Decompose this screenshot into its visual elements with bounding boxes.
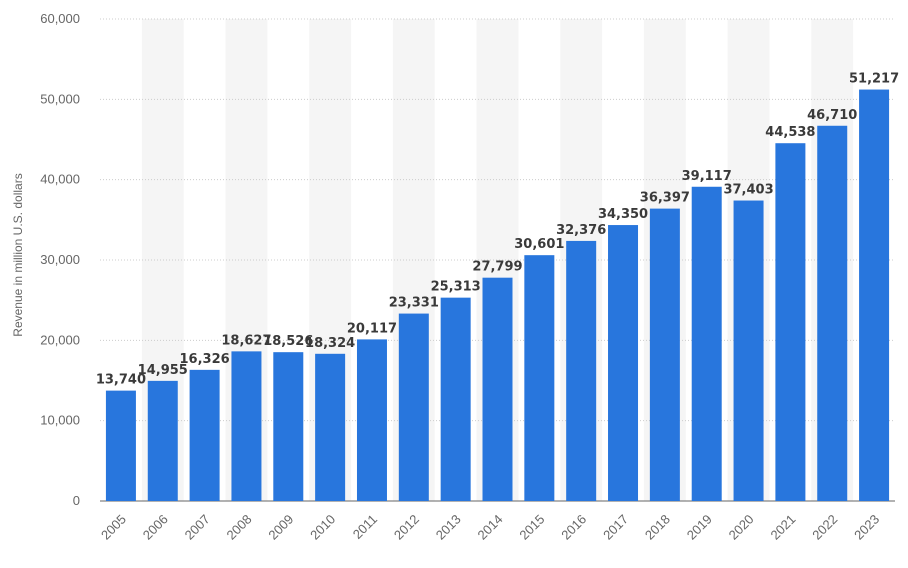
y-tick-label: 10,000 [40, 413, 80, 428]
x-tick-label: 2015 [516, 512, 547, 543]
data-label: 46,710 [807, 108, 857, 123]
y-tick-label: 20,000 [40, 332, 80, 347]
bar [189, 369, 220, 501]
bar [608, 225, 639, 501]
bar [315, 353, 346, 501]
bar [775, 143, 806, 501]
x-tick-label: 2007 [182, 512, 213, 543]
y-tick-label: 50,000 [40, 91, 80, 106]
y-axis-ticks: 0 10,000 20,000 30,000 40,000 50,000 60,000 [40, 11, 80, 508]
x-tick-label: 2006 [140, 512, 171, 543]
data-label: 16,326 [180, 352, 230, 367]
y-tick-label: 40,000 [40, 172, 80, 187]
bar [356, 339, 387, 501]
bar [524, 255, 555, 501]
bar [231, 351, 262, 501]
x-tick-label: 2005 [98, 512, 129, 543]
x-axis-ticks: 2005 2006 2007 2008 2009 2010 2011 2012 2013 2014… [98, 512, 882, 543]
data-label: 36,397 [640, 191, 690, 206]
bar [440, 297, 471, 501]
x-tick-label: 2019 [684, 512, 715, 543]
data-label: 37,403 [723, 183, 773, 198]
data-label: 18,627 [221, 333, 271, 348]
bar [147, 380, 178, 501]
y-tick-label: 60,000 [40, 11, 80, 26]
bars [105, 89, 890, 502]
bar [398, 313, 429, 501]
bar [566, 240, 597, 502]
data-label: 23,331 [389, 296, 439, 311]
x-tick-label: 2009 [265, 512, 296, 543]
data-label: 34,350 [598, 207, 648, 222]
data-label: 13,740 [96, 373, 146, 388]
y-tick-label: 30,000 [40, 252, 80, 267]
x-tick-label: 2012 [391, 512, 422, 543]
x-tick-label: 2023 [851, 512, 882, 543]
bar [691, 186, 722, 501]
data-label: 51,217 [849, 72, 899, 87]
y-tick-label: 0 [73, 493, 80, 508]
y-axis-label: Revenue in million U.S. dollars [11, 173, 25, 336]
bar [733, 200, 764, 501]
x-tick-label: 2020 [726, 512, 757, 543]
bar [649, 208, 680, 501]
data-label: 14,955 [138, 363, 188, 378]
data-label: 32,376 [556, 223, 606, 238]
bar [273, 352, 304, 501]
x-tick-label: 2016 [558, 512, 589, 543]
data-label: 25,313 [431, 280, 481, 295]
bar [817, 125, 848, 501]
bar [482, 277, 513, 501]
data-label: 18,324 [305, 336, 355, 351]
data-label: 20,117 [347, 321, 397, 336]
data-label: 44,538 [765, 125, 815, 140]
x-tick-label: 2014 [475, 512, 506, 543]
bar [859, 89, 890, 502]
x-tick-label: 2022 [809, 512, 840, 543]
data-label: 39,117 [682, 169, 732, 184]
x-tick-label: 2010 [307, 512, 338, 543]
data-label: 27,799 [472, 260, 522, 275]
x-tick-label: 2013 [433, 512, 464, 543]
x-tick-label: 2017 [600, 512, 631, 543]
bar [105, 390, 136, 501]
x-tick-label: 2021 [767, 512, 798, 543]
x-tick-label: 2018 [642, 512, 673, 543]
data-label: 18,526 [263, 334, 313, 349]
x-tick-label: 2008 [224, 512, 255, 543]
data-label: 30,601 [514, 237, 564, 252]
x-tick-label: 2011 [350, 512, 380, 542]
